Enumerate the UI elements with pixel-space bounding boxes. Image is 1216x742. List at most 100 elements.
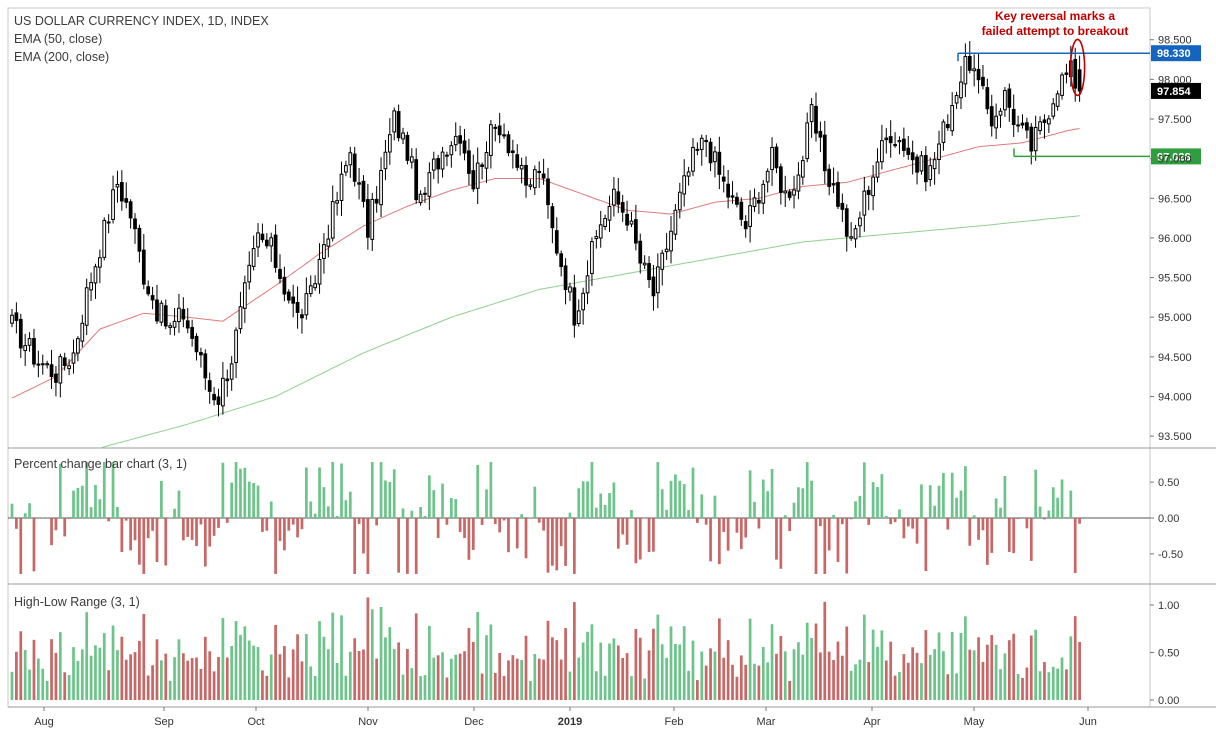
candle-body <box>49 364 54 378</box>
candle-body <box>629 220 634 225</box>
percent-change-bar <box>801 488 805 518</box>
chart-title: US DOLLAR CURRENCY INDEX, 1D, INDEX <box>14 14 269 28</box>
high-low-bar <box>511 655 515 700</box>
candle-body <box>655 266 660 294</box>
y-tick-label: 96.500 <box>1158 193 1192 205</box>
high-low-bar <box>862 614 866 700</box>
percent-change-bar <box>946 518 950 530</box>
ema200-legend: EMA (200, close) <box>14 50 110 64</box>
percent-change-bar <box>674 474 677 518</box>
percent-change-bar <box>463 518 466 539</box>
high-low-bar <box>67 675 71 700</box>
candle-body <box>493 126 498 129</box>
candle-body <box>805 122 810 160</box>
candle-body <box>89 282 93 291</box>
candle-body <box>229 363 234 380</box>
percent-change-bar <box>287 518 291 531</box>
candle-body <box>234 329 238 364</box>
high-low-bar <box>98 647 102 700</box>
candle-body <box>568 286 572 293</box>
high-low-bar <box>612 638 616 700</box>
high-low-bar <box>331 612 335 700</box>
high-low-bar <box>827 651 831 700</box>
high-low-bar <box>590 624 594 700</box>
high-low-bar <box>133 652 137 700</box>
percent-change-bar <box>230 482 234 518</box>
percent-change-bar <box>247 481 251 518</box>
high-low-bar <box>436 655 440 700</box>
percent-change-bar <box>805 462 809 518</box>
percent-change-bar <box>766 491 770 518</box>
high-low-bar <box>748 618 752 700</box>
candle-body <box>730 195 735 198</box>
high-low-bar <box>388 627 392 700</box>
candle-body <box>67 365 71 370</box>
candle-body <box>308 285 313 295</box>
percent-change-bar <box>621 518 625 535</box>
high-low-bar <box>199 668 203 700</box>
high-low-bar <box>406 648 409 700</box>
candle-body <box>497 125 502 136</box>
high-low-bar <box>880 630 884 700</box>
high-low-bar <box>449 658 453 700</box>
candle-body <box>335 200 339 204</box>
high-low-bar <box>555 640 559 700</box>
percent-change-bar <box>827 518 831 551</box>
percent-change-bar <box>76 487 80 518</box>
candle-body <box>71 352 76 364</box>
percent-change-bar <box>638 518 642 560</box>
high-low-bar <box>933 649 936 700</box>
candle-body <box>691 146 695 172</box>
candle-body <box>972 68 977 72</box>
percent-change-bar <box>23 513 27 518</box>
candle-body <box>831 183 836 186</box>
percent-change-bar <box>318 467 321 518</box>
high-low-bar <box>700 651 704 700</box>
high-low-bar <box>41 668 45 700</box>
high-low-bar <box>634 628 638 700</box>
percent-change-bar <box>862 462 866 518</box>
percent-change-bar <box>397 518 400 573</box>
candle-body <box>445 154 449 157</box>
percent-change-bar <box>283 518 286 551</box>
high-low-bar <box>208 651 212 700</box>
candle-body <box>941 121 946 143</box>
percent-change-legend: Percent change bar chart (3, 1) <box>14 455 187 473</box>
candle-body <box>427 172 432 197</box>
high-low-bar <box>551 637 554 700</box>
percent-change-bar <box>173 508 176 518</box>
candle-body <box>963 56 968 85</box>
percent-change-bar <box>586 481 589 518</box>
high-low-bar <box>261 670 264 700</box>
candle-body <box>827 168 832 187</box>
percent-change-bar <box>832 515 835 518</box>
candle-body <box>115 183 120 188</box>
percent-change-bar <box>867 518 871 525</box>
candle-body <box>959 81 963 99</box>
annotation-line-2: failed attempt to breakout <box>981 24 1129 38</box>
x-tick-label: Aug <box>34 716 54 728</box>
high-low-bar <box>876 646 879 700</box>
percent-change-bar <box>625 518 629 545</box>
candle-body <box>124 198 129 203</box>
percent-change-bar <box>414 518 418 574</box>
percent-change-bar <box>111 462 115 518</box>
high-low-bar <box>928 654 932 700</box>
high-low-bar <box>80 649 84 700</box>
candle-body <box>1025 122 1029 131</box>
candle-body <box>484 152 489 169</box>
high-low-bar <box>318 621 321 700</box>
percent-change-bar <box>313 513 317 518</box>
percent-change-bar <box>959 490 963 518</box>
candle-body <box>1077 69 1082 92</box>
percent-change-bar <box>559 518 563 547</box>
candle-body <box>45 363 50 366</box>
candle-body <box>1020 122 1025 126</box>
candle-body <box>1051 103 1056 117</box>
candle-body <box>862 190 867 216</box>
high-low-bar <box>203 636 207 700</box>
percent-change-bar <box>164 518 168 566</box>
percent-change-bar <box>744 518 748 538</box>
candlestick-series <box>10 41 1082 417</box>
percent-change-bar <box>788 518 792 531</box>
